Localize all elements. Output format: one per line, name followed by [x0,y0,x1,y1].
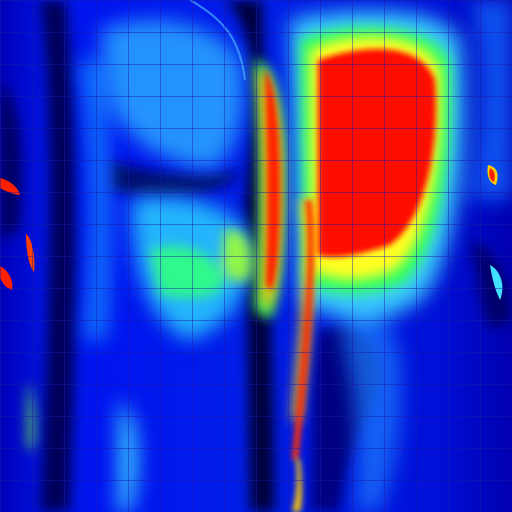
grid-overlay [0,0,512,512]
heatmap-image [0,0,512,512]
